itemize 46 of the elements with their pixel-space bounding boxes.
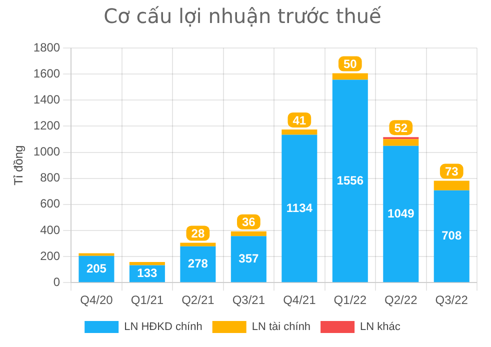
bar bbox=[78, 253, 114, 256]
data-label: 278 bbox=[188, 256, 208, 271]
y-tick-label: 1600 bbox=[33, 66, 60, 80]
data-label: 1134 bbox=[286, 200, 313, 215]
bar bbox=[180, 246, 216, 282]
chart-title: Cơ cấu lợi nhuận trước thuế bbox=[104, 4, 382, 28]
bar bbox=[282, 134, 318, 282]
y-tick-label: 0 bbox=[53, 274, 60, 289]
bar bbox=[230, 236, 266, 282]
bar bbox=[383, 139, 419, 146]
x-tick-label: Q3/22 bbox=[435, 293, 468, 308]
data-label: 28 bbox=[191, 226, 205, 241]
y-tick-label: 1800 bbox=[33, 40, 60, 54]
legend-label: LN tài chính bbox=[252, 321, 311, 334]
y-tick-label: 1400 bbox=[33, 92, 60, 106]
data-label: 708 bbox=[442, 228, 462, 243]
data-label: 41 bbox=[292, 113, 306, 128]
legend-label: LN khác bbox=[360, 321, 401, 334]
y-tick-label: 200 bbox=[40, 248, 60, 263]
x-tick-label: Q1/21 bbox=[130, 293, 164, 308]
y-tick-label: 600 bbox=[40, 196, 60, 211]
data-label: 50 bbox=[343, 57, 358, 72]
x-tick-label: Q4/21 bbox=[283, 293, 316, 308]
data-label: 205 bbox=[86, 261, 107, 276]
x-tick-label: Q3/21 bbox=[232, 293, 266, 308]
x-tick-label: Q2/21 bbox=[182, 293, 215, 308]
bar bbox=[129, 262, 165, 266]
y-tick-label: 800 bbox=[40, 170, 60, 185]
data-label: 1049 bbox=[388, 206, 415, 220]
data-label: 36 bbox=[242, 215, 256, 230]
data-label: 73 bbox=[444, 164, 459, 179]
bar bbox=[332, 80, 368, 282]
bar bbox=[383, 146, 419, 282]
legend-label: LN HĐKD chính bbox=[124, 321, 202, 334]
x-tick-label: Q1/22 bbox=[334, 293, 367, 308]
bar bbox=[434, 190, 470, 282]
y-tick-label: 400 bbox=[40, 222, 60, 237]
y-tick-label: 1200 bbox=[33, 118, 60, 133]
y-axis-title: Tỉ đồng bbox=[12, 145, 26, 186]
data-label: 1556 bbox=[336, 173, 364, 188]
data-label: 357 bbox=[238, 251, 260, 266]
data-label: 133 bbox=[137, 266, 158, 280]
x-tick-label: Q2/22 bbox=[384, 293, 418, 308]
data-label: 52 bbox=[394, 120, 408, 135]
x-tick-label: Q4/20 bbox=[80, 293, 114, 308]
y-tick-label: 1000 bbox=[33, 144, 60, 159]
